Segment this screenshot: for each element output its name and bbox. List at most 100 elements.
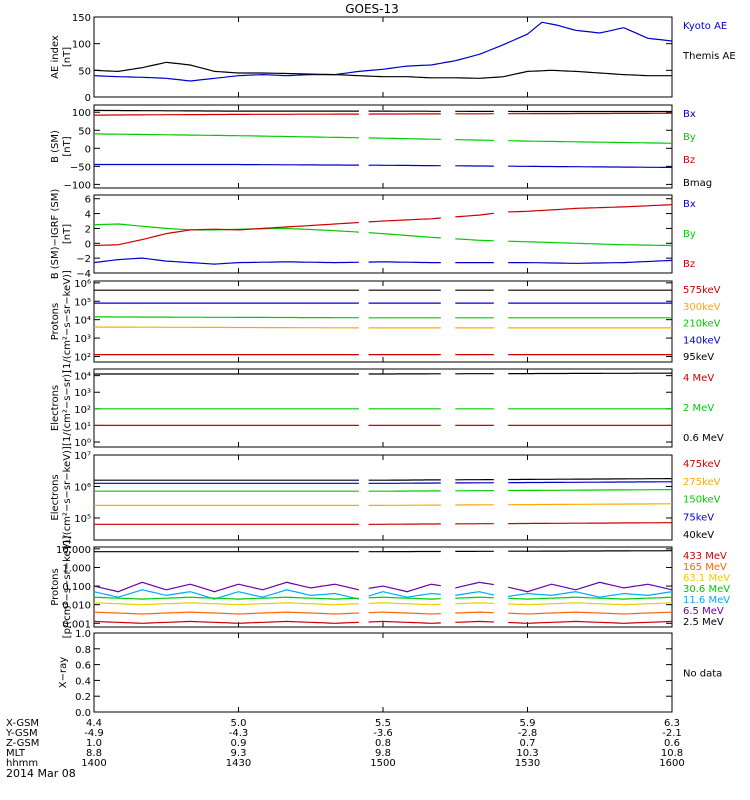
y-tick-label: 0.010 — [62, 601, 91, 612]
legend-label: By — [683, 132, 696, 143]
y-tick-label: 10⁶ — [74, 279, 91, 290]
legend-label: 275keV — [683, 477, 721, 488]
panel-frame — [93, 280, 673, 363]
series-line-bz — [93, 204, 673, 247]
y-tick-label: 10⁴ — [74, 316, 91, 327]
series-line-by — [93, 223, 673, 247]
legend-label: 150keV — [683, 495, 721, 506]
series-line-bmag — [94, 109, 672, 113]
legend-label: 30.6 MeV — [683, 584, 730, 595]
y-tick-label: 150 — [72, 13, 91, 24]
y-tick-label: 10⁶ — [74, 482, 91, 493]
ephemeris-value: 1530 — [515, 758, 540, 769]
y-tick-label: 10.000 — [56, 545, 91, 556]
y-tick-label: 100 — [72, 108, 91, 119]
ephemeris-value: 1500 — [370, 758, 395, 769]
y-tick-label: −100 — [64, 180, 91, 191]
legend-label: Bz — [683, 259, 695, 270]
legend-label: Kyoto AE — [683, 21, 727, 32]
ephemeris-value: -2.8 — [518, 728, 538, 739]
series-line-150kev — [94, 489, 673, 492]
y-axis-label: Protons[1/(cm²−s−sr−keV)] — [50, 270, 73, 373]
ephemeris-value: -3.6 — [373, 728, 393, 739]
legend-label: 575keV — [683, 285, 721, 296]
ephemeris-value: 5.5 — [375, 718, 391, 729]
series-line-2-5-mev — [94, 550, 672, 553]
date-label: 2014 Mar 08 — [6, 767, 76, 780]
y-tick-label: 10⁴ — [74, 372, 91, 383]
series-line-40kev — [94, 478, 672, 481]
ephemeris-value: -4.3 — [229, 728, 249, 739]
y-tick-label: 10¹ — [74, 421, 91, 432]
y-tick-label: 0.2 — [75, 692, 91, 703]
y-tick-label: 0 — [85, 144, 91, 155]
panel-frame — [93, 104, 673, 189]
series-line-433-mev — [93, 620, 673, 624]
ephemeris-value: 0.6 — [664, 738, 680, 749]
series-line-30-6-mev — [93, 596, 673, 600]
series-line-165-mev — [93, 611, 673, 615]
y-tick-label: 2 — [85, 224, 91, 235]
series-line-bx — [93, 257, 673, 265]
ephemeris-row-label: Z-GSM — [6, 738, 39, 749]
ephemeris-row-label: hhmm — [6, 758, 38, 769]
y-axis-label: B (SM)−IGRF (SM)[nT] — [50, 189, 73, 280]
ephemeris-row-label: MLT — [6, 748, 26, 759]
legend-label: 40keV — [683, 530, 714, 541]
ephemeris-value: 10.8 — [661, 748, 683, 759]
y-tick-label: 0.0 — [75, 708, 91, 719]
y-tick-label: −4 — [76, 269, 91, 280]
legend-label: Bz — [683, 155, 695, 166]
panel-ae: 0 50 100 150 AE index[nT] Kyoto AE Themis AE — [50, 13, 736, 104]
no-data-label: No data — [683, 669, 722, 680]
panel-bsm: −100 −50 0 50 100 B (SM)[nT] Bx By Bz Bmag — [50, 104, 712, 191]
ephemeris-value: 1430 — [226, 758, 251, 769]
y-tick-label: −50 — [70, 162, 91, 173]
ephemeris-value: 6.3 — [664, 718, 680, 729]
legend-label: 475keV — [683, 459, 721, 470]
legend-label: 6.5 MeV — [683, 606, 724, 617]
y-tick-label: 10⁵ — [74, 514, 91, 525]
y-tick-label: 10³ — [74, 388, 91, 399]
y-axis-label: Electrons[1/(cm²−s−sr−keV)] — [50, 446, 73, 549]
panel-frame — [93, 454, 673, 541]
y-tick-label: 1.000 — [62, 563, 91, 574]
legend-label: 300keV — [683, 302, 721, 313]
ephemeris-value: 1400 — [81, 758, 106, 769]
ephemeris-value: 10.3 — [516, 748, 538, 759]
ephemeris-row-label: X-GSM — [6, 718, 39, 729]
y-axis-label: B (SM)[nT] — [50, 130, 73, 163]
panel-frame — [93, 368, 673, 448]
legend-label: 95keV — [683, 352, 714, 363]
series-line-bz — [94, 112, 672, 116]
ephemeris-value: 0.8 — [375, 738, 391, 749]
panel-frame — [93, 16, 673, 98]
ephemeris-value: -2.1 — [662, 728, 682, 739]
y-tick-label: 0.100 — [62, 582, 91, 593]
legend-label: 140keV — [683, 335, 721, 346]
ephemeris-value: 9.3 — [231, 748, 247, 759]
ephemeris-table: X-GSM 4.4 5.0 5.5 5.9 6.3 Y-GSM -4.9 -4.3 -3.6 -2.… — [5, 718, 685, 769]
y-tick-label: −2 — [76, 254, 91, 265]
legend-label: 75keV — [683, 512, 714, 523]
panel-stack: 0 50 100 150 AE index[nT] Kyoto AE Themis AE −1… — [50, 13, 736, 719]
legend-label: 2 MeV — [683, 403, 714, 414]
ephemeris-value: 0.9 — [231, 738, 247, 749]
ephemeris-value: 5.0 — [231, 718, 247, 729]
series-line-themis-ae — [93, 61, 672, 79]
panel-xray: 0.0 0.2 0.4 0.6 0.8 1.0 X−ray No data — [58, 629, 722, 719]
y-axis-label: Protons[p/(cm²−s−sr−keV)] — [50, 536, 73, 639]
y-axis-label: X−ray — [58, 657, 69, 688]
y-tick-label: 10⁷ — [74, 451, 91, 462]
legend-label: By — [683, 229, 696, 240]
panel-magp: 10² 10³ 10⁴ 10⁵ 10⁶Protons[1/(cm²−s−sr−keV)]… — [50, 270, 721, 373]
legend-label: 11.6 MeV — [683, 595, 730, 606]
y-tick-label: 100 — [72, 40, 91, 51]
legend-label: 2.5 MeV — [683, 617, 724, 628]
series-line-210kev — [94, 316, 672, 319]
legend-label: Themis AE — [682, 51, 736, 62]
legend-label: 63.1 MeV — [683, 573, 730, 584]
series-line-kyoto-ae — [93, 21, 673, 82]
y-tick-label: 0 — [85, 93, 91, 104]
